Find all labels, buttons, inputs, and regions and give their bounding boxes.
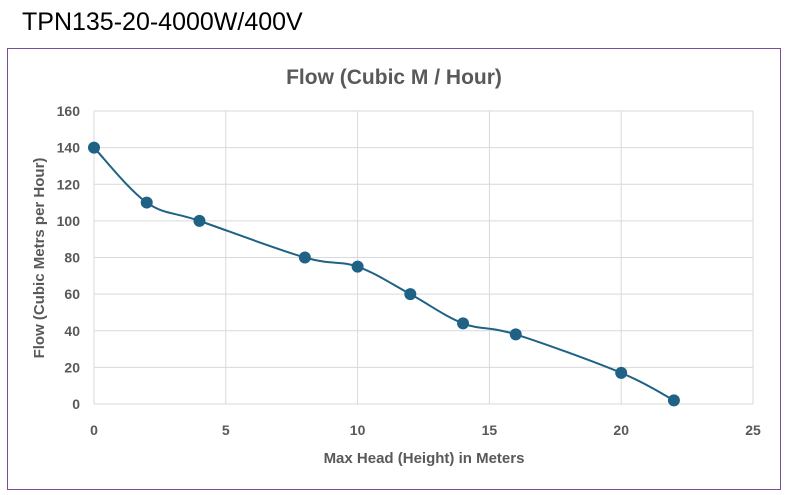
- data-point: [298, 251, 311, 264]
- data-point: [457, 317, 470, 330]
- y-tick-label: 140: [57, 140, 81, 156]
- page-title: TPN135-20-4000W/400V: [22, 8, 303, 36]
- data-point: [88, 141, 100, 154]
- data-point: [404, 288, 417, 301]
- y-tick-label: 0: [72, 396, 80, 412]
- y-tick-label: 20: [64, 359, 80, 375]
- data-point: [140, 196, 153, 209]
- x-tick-label: 25: [745, 422, 761, 438]
- x-tick-label: 10: [350, 422, 366, 438]
- x-tick-label: 20: [613, 422, 629, 438]
- y-tick-label: 120: [57, 176, 81, 192]
- y-tick-label: 100: [57, 213, 81, 229]
- data-point: [615, 366, 628, 379]
- data-point: [509, 328, 522, 341]
- grid: [93, 110, 754, 405]
- data-point: [351, 260, 364, 273]
- x-tick-label: 15: [482, 422, 498, 438]
- y-tick-label: 40: [64, 323, 80, 339]
- chart-frame: [7, 48, 781, 490]
- y-tick-label: 80: [64, 250, 80, 266]
- x-tick-label: 0: [90, 422, 98, 438]
- tick-labels: 0 20 40 60 80 100 120 140 160 0 5 10 15 20 25: [57, 103, 761, 438]
- y-tick-label: 160: [57, 103, 81, 119]
- data-points: [88, 141, 680, 407]
- series-line: [93, 146, 675, 402]
- data-point: [667, 394, 680, 407]
- y-axis-label: Flow (Cubic Metrs per Hour): [31, 158, 48, 359]
- y-tick-label: 60: [64, 286, 80, 302]
- x-tick-label: 5: [222, 422, 230, 438]
- data-point: [193, 214, 206, 227]
- chart-title: Flow (Cubic M / Hour): [286, 66, 502, 89]
- x-axis-label: Max Head (Height) in Meters: [324, 450, 525, 467]
